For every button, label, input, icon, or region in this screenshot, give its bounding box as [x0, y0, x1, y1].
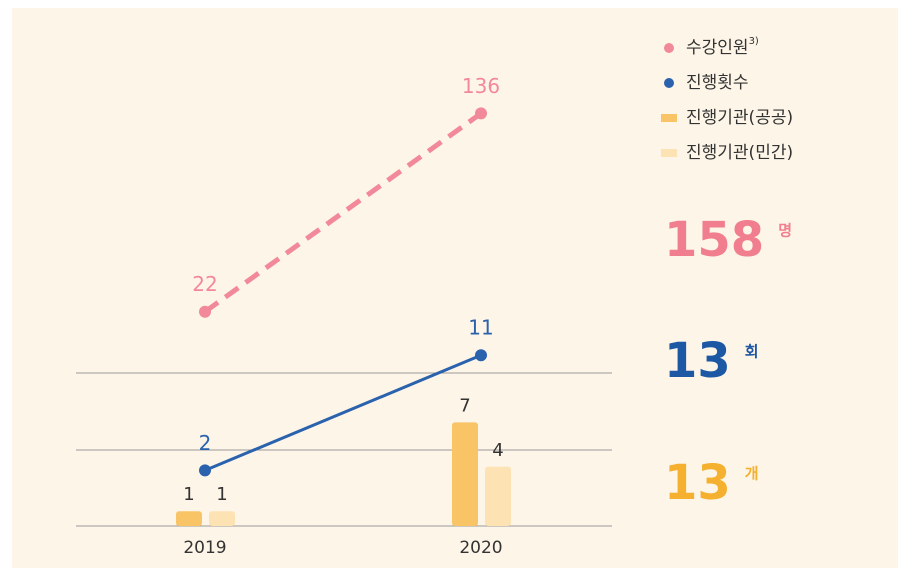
bar	[209, 511, 235, 526]
line	[204, 353, 482, 472]
legend-note: 3)	[749, 36, 759, 47]
legend-name: 진행기관(민간)	[686, 143, 793, 163]
bar	[485, 466, 511, 526]
x-tick-label: 2019	[183, 538, 226, 558]
legend-label: 진행기관(민간)	[686, 143, 793, 163]
total-value: 158	[664, 212, 764, 268]
bar	[452, 422, 478, 526]
line	[203, 111, 483, 314]
point-value-label: 22	[192, 272, 217, 296]
point	[475, 349, 487, 362]
bar-value-label: 7	[459, 395, 470, 416]
point-value-label: 2	[199, 431, 212, 455]
total-unit: 회	[745, 343, 759, 361]
point-value-label: 11	[468, 316, 493, 340]
legend-name: 진행횟수	[686, 73, 749, 93]
total-unit: 개	[745, 465, 759, 483]
bar-value-label: 4	[492, 440, 503, 461]
bar-value-label: 1	[216, 484, 227, 505]
legend-swatch	[664, 78, 674, 88]
legend-swatch	[661, 149, 677, 157]
point	[475, 107, 487, 120]
point	[199, 464, 211, 477]
total-value: 13	[664, 333, 731, 389]
point-value-label: 136	[462, 74, 500, 98]
legend-name: 수강인원	[686, 38, 749, 58]
bar	[176, 511, 202, 526]
total-unit: 명	[778, 222, 792, 240]
legend-swatch	[664, 43, 674, 53]
legend-label: 수강인원3)	[686, 36, 759, 58]
x-tick-label: 2020	[459, 538, 502, 558]
legend-swatch	[661, 114, 677, 122]
total-value: 13	[664, 455, 731, 511]
legend-label: 진행횟수	[686, 73, 749, 93]
legend-name: 진행기관(공공)	[686, 108, 793, 128]
bar-value-label: 1	[183, 484, 194, 505]
legend-label: 진행기관(공공)	[686, 108, 793, 128]
point	[199, 305, 211, 318]
